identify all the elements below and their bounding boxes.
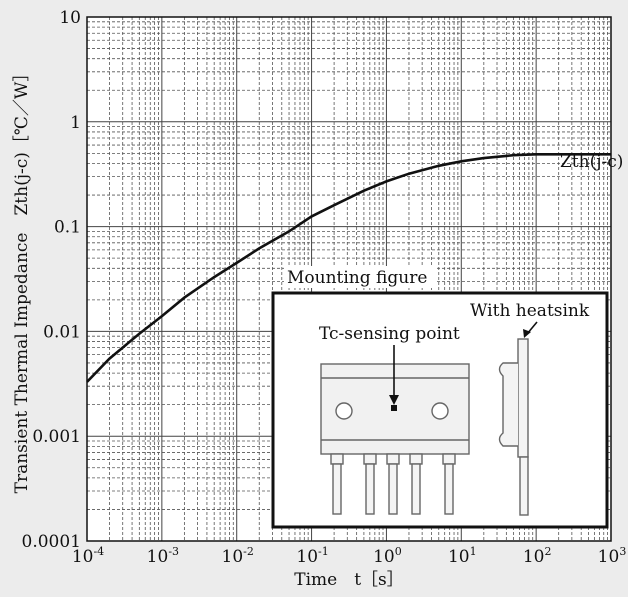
inset-title: Mounting figure (287, 268, 427, 288)
heatsink-arrow-head (523, 329, 531, 338)
x-tick-label: 101 (448, 545, 477, 567)
y-tick-label: 1 (70, 113, 81, 133)
x-tick-label: 10-1 (296, 545, 328, 567)
x-tick-label: 102 (523, 545, 552, 567)
y-tick-label: 0.1 (54, 218, 81, 238)
y-tick-label: 10 (59, 8, 81, 28)
tc-sensing-point-marker (391, 405, 397, 411)
y-tick-label: 0.001 (32, 427, 81, 447)
tc-sensing-arrow-head (389, 395, 399, 405)
mounting-figure-inset: Mounting figure Tc-sensing point With he… (271, 266, 609, 529)
plot-frame (86, 16, 612, 542)
x-tick-label: 100 (373, 545, 402, 567)
x-tick-label: 103 (598, 545, 627, 567)
series-line-zth (86, 153, 611, 383)
x-axis-title: Time t［s］ (294, 570, 404, 590)
curve-label: Zth(j-c) (560, 152, 623, 172)
y-tick-labels: 0.0001 0.001 0.01 0.1 1 10 (22, 8, 81, 552)
tc-sensing-point-label: Tc-sensing point (319, 324, 460, 344)
x-tick-label: 10-3 (147, 545, 179, 567)
x-tick-labels: 10-4 10-3 10-2 10-1 100 101 102 103 (72, 545, 627, 567)
y-axis-title: Transient Thermal Impedance Zth(j-c)［℃／W… (12, 65, 32, 494)
heatsink-label: With heatsink (470, 301, 590, 321)
inset-title-background (284, 266, 436, 288)
x-tick-label: 10-4 (72, 545, 104, 567)
y-tick-label: 0.01 (43, 322, 81, 342)
y-tick-label: 0.0001 (22, 532, 81, 552)
heatsink-side-drawing (498, 338, 529, 516)
x-tick-label: 10-2 (222, 545, 254, 567)
